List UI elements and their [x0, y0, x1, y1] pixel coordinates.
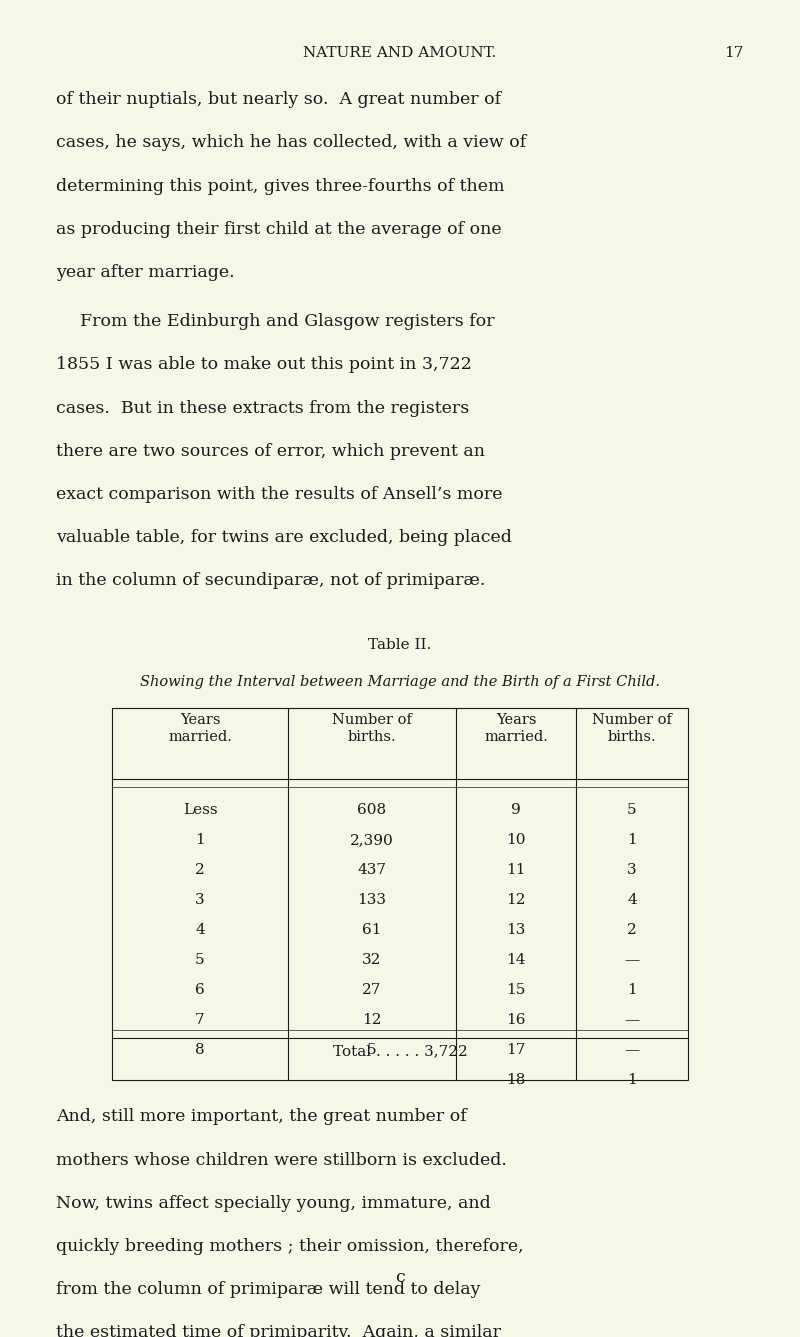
Text: NATURE AND AMOUNT.: NATURE AND AMOUNT.	[303, 45, 497, 60]
Text: 3: 3	[195, 893, 205, 906]
Text: Number of
births.: Number of births.	[592, 713, 672, 745]
Text: 17: 17	[506, 1043, 526, 1058]
Text: Table II.: Table II.	[368, 639, 432, 652]
Text: 1855 I was able to make out this point in 3,722: 1855 I was able to make out this point i…	[56, 357, 472, 373]
Text: 5: 5	[367, 1043, 377, 1058]
Text: Number of
births.: Number of births.	[332, 713, 412, 745]
Text: 133: 133	[358, 893, 386, 906]
Text: cases, he says, which he has collected, with a view of: cases, he says, which he has collected, …	[56, 135, 526, 151]
Text: 1: 1	[195, 833, 205, 846]
Text: Total . . . . . 3,722: Total . . . . . 3,722	[333, 1044, 467, 1059]
Text: 2: 2	[627, 923, 637, 937]
Text: 7: 7	[195, 1013, 205, 1027]
Text: —: —	[624, 953, 640, 967]
Text: quickly breeding mothers ; their omission, therefore,: quickly breeding mothers ; their omissio…	[56, 1238, 524, 1254]
Text: 3: 3	[627, 862, 637, 877]
Text: —: —	[624, 1043, 640, 1058]
Text: 16: 16	[506, 1013, 526, 1027]
Text: Less: Less	[182, 804, 218, 817]
Text: 18: 18	[506, 1074, 526, 1087]
Text: 32: 32	[362, 953, 382, 967]
Text: —: —	[624, 1013, 640, 1027]
Text: 437: 437	[358, 862, 386, 877]
Text: 2,390: 2,390	[350, 833, 394, 846]
Text: Years
married.: Years married.	[168, 713, 232, 745]
Text: the estimated time of primiparity.  Again, a similar: the estimated time of primiparity. Again…	[56, 1324, 501, 1337]
Text: 2: 2	[195, 862, 205, 877]
Text: 12: 12	[362, 1013, 382, 1027]
Text: 9: 9	[511, 804, 521, 817]
Text: from the column of primiparæ will tend to delay: from the column of primiparæ will tend t…	[56, 1281, 481, 1298]
Text: 13: 13	[506, 923, 526, 937]
Text: there are two sources of error, which prevent an: there are two sources of error, which pr…	[56, 443, 485, 460]
Text: in the column of secundiparæ, not of primiparæ.: in the column of secundiparæ, not of pri…	[56, 572, 486, 588]
Text: 14: 14	[506, 953, 526, 967]
Text: 1: 1	[627, 1074, 637, 1087]
Text: 1: 1	[627, 983, 637, 997]
Text: And, still more important, the great number of: And, still more important, the great num…	[56, 1108, 466, 1126]
Text: of their nuptials, but nearly so.  A great number of: of their nuptials, but nearly so. A grea…	[56, 91, 501, 108]
Text: determining this point, gives three-fourths of them: determining this point, gives three-four…	[56, 178, 505, 195]
Text: 27: 27	[362, 983, 382, 997]
Text: 5: 5	[195, 953, 205, 967]
Text: 5: 5	[627, 804, 637, 817]
Text: 6: 6	[195, 983, 205, 997]
Text: exact comparison with the results of Ansell’s more: exact comparison with the results of Ans…	[56, 485, 502, 503]
Text: 8: 8	[195, 1043, 205, 1058]
Text: 4: 4	[195, 923, 205, 937]
Text: 15: 15	[506, 983, 526, 997]
Text: 608: 608	[358, 804, 386, 817]
Text: cases.  But in these extracts from the registers: cases. But in these extracts from the re…	[56, 400, 470, 417]
Text: 10: 10	[506, 833, 526, 846]
Text: 12: 12	[506, 893, 526, 906]
Text: From the Edinburgh and Glasgow registers for: From the Edinburgh and Glasgow registers…	[80, 313, 494, 330]
Text: 11: 11	[506, 862, 526, 877]
Text: year after marriage.: year after marriage.	[56, 263, 234, 281]
Text: valuable table, for twins are excluded, being placed: valuable table, for twins are excluded, …	[56, 528, 512, 545]
Text: c: c	[395, 1269, 405, 1286]
Text: 61: 61	[362, 923, 382, 937]
Text: Showing the Interval between Marriage and the Birth of a First Child.: Showing the Interval between Marriage an…	[140, 675, 660, 689]
Text: mothers whose children were stillborn is excluded.: mothers whose children were stillborn is…	[56, 1151, 507, 1169]
Text: 1: 1	[627, 833, 637, 846]
Text: 4: 4	[627, 893, 637, 906]
Text: as producing their first child at the average of one: as producing their first child at the av…	[56, 221, 502, 238]
Text: Now, twins affect specially young, immature, and: Now, twins affect specially young, immat…	[56, 1195, 490, 1211]
Text: Years
married.: Years married.	[484, 713, 548, 745]
Text: 17: 17	[725, 45, 744, 60]
